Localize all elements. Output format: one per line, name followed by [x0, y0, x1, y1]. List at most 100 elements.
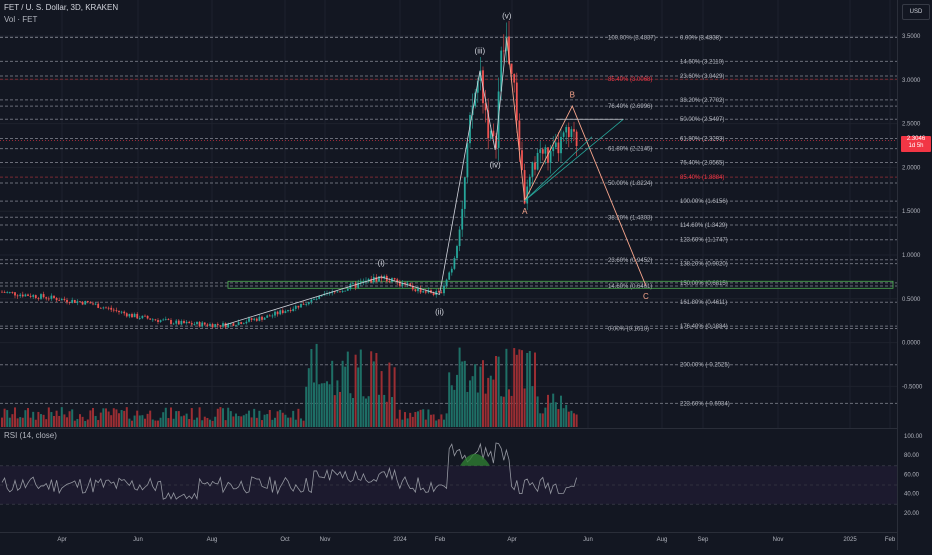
wave-label: (i)	[378, 259, 385, 268]
volume-bar	[510, 395, 513, 427]
candle-body	[60, 298, 63, 301]
price-chart[interactable]: 100.00% (3.4837) 0.00% (3.4838) 14.60% (3.…	[0, 0, 897, 428]
last-price-value: 2.3046	[906, 136, 926, 142]
candle-body	[224, 323, 227, 328]
candle-body	[305, 304, 308, 305]
volume-bar	[112, 408, 115, 427]
volume-bar	[305, 386, 308, 427]
volume-bar	[1, 417, 3, 427]
candle-body	[157, 320, 159, 322]
candle-body	[466, 143, 469, 178]
candle-body	[248, 318, 250, 322]
candle-body	[263, 317, 266, 320]
candle-body	[362, 281, 365, 282]
time-scale[interactable]: Apr Jun Aug Oct Nov 2024 Feb Apr Jun Aug Sep Nov 202…	[0, 532, 897, 550]
price-scale[interactable]: 3.5000 3.0000 2.5000 2.0000 1.5000 1.0000 0.50…	[897, 0, 932, 550]
volume-bar	[375, 353, 378, 427]
candle-body	[14, 292, 16, 296]
candle-body	[292, 308, 295, 312]
volume-bar	[294, 419, 297, 427]
candle-body	[146, 315, 149, 319]
candle-body	[534, 162, 536, 170]
candle-body	[422, 291, 425, 293]
rsi-tick-label: 60.00	[904, 472, 920, 478]
candle-body	[242, 323, 245, 325]
volume-bar	[341, 360, 344, 427]
candle-body	[315, 298, 318, 300]
candle-body	[445, 279, 448, 286]
volume-bar	[131, 420, 133, 427]
volume-bar	[53, 415, 55, 427]
volume-bar	[448, 372, 451, 427]
volume-bar	[505, 348, 508, 427]
volume-bar	[201, 420, 204, 427]
candle-body	[40, 294, 42, 299]
volume-bar	[209, 419, 211, 427]
candle-body	[167, 319, 170, 321]
volume-bar	[466, 391, 469, 427]
candle-body	[549, 151, 552, 163]
candle-body	[115, 310, 118, 312]
candle-body	[417, 288, 419, 292]
price-tick-label: -0.5000	[902, 384, 923, 390]
volume-bar	[60, 407, 63, 427]
rsi-chart[interactable]	[0, 429, 897, 533]
candle-body	[281, 310, 284, 314]
volume-bar	[372, 361, 375, 427]
candle-body	[570, 129, 573, 138]
candle-body	[50, 295, 53, 299]
candle-body	[424, 291, 427, 293]
volume-bar	[196, 417, 198, 427]
volume-bar	[203, 416, 206, 427]
volume-bar	[297, 408, 300, 427]
candle-body	[396, 279, 399, 282]
volume-bar	[567, 411, 570, 427]
candle-body	[484, 103, 487, 111]
volume-bar	[385, 401, 388, 427]
volume-bar	[29, 417, 32, 427]
volume-bar	[352, 398, 354, 427]
wave-label: (ii)	[435, 308, 444, 317]
volume-bar	[554, 402, 557, 427]
rsi-overbought-fill	[460, 453, 490, 466]
candle-body	[24, 294, 27, 297]
volume-bar	[284, 414, 287, 427]
volume-bar	[398, 409, 401, 427]
volume-bar	[263, 414, 266, 427]
volume-bar	[271, 419, 274, 427]
volume-legend[interactable]: Vol · FET	[4, 15, 38, 24]
symbol-title[interactable]: FET / U. S. Dollar, 3D, KRAKEN	[4, 3, 119, 12]
volume-bar	[544, 407, 547, 427]
candle-body	[97, 303, 100, 308]
candle-body	[528, 176, 531, 187]
volume-bar	[235, 413, 237, 427]
volume-bar	[92, 407, 94, 427]
rsi-legend[interactable]: RSI (14, close)	[4, 431, 57, 440]
rsi-tick-label: 40.00	[904, 492, 920, 498]
currency-button[interactable]: USD	[902, 4, 930, 20]
candle-body	[544, 147, 547, 154]
candle-body	[253, 318, 256, 320]
volume-bar	[370, 351, 373, 427]
candle-body	[279, 310, 282, 315]
candle-body	[575, 131, 578, 146]
time-label: 2025	[843, 537, 857, 543]
rsi-pane[interactable]: RSI (14, close)	[0, 428, 897, 532]
volume-bar	[222, 408, 224, 427]
volume-bar	[97, 420, 100, 427]
volume-bar	[443, 419, 445, 427]
volume-bar	[248, 410, 250, 427]
volume-bar	[500, 396, 503, 427]
candle-body	[84, 301, 87, 305]
volume-bar	[427, 409, 430, 427]
candle-body	[81, 301, 84, 305]
candle-body	[141, 315, 144, 319]
volume-bar	[383, 394, 386, 427]
main-chart-pane[interactable]: 100.00% (3.4837) 0.00% (3.4838) 14.60% (3.…	[0, 0, 897, 428]
volume-bar	[154, 420, 157, 427]
volume-bar	[177, 411, 180, 427]
fib-level-label: 76.40% (2.0565)	[680, 160, 724, 166]
fib-level-label: 50.00% (1.8224)	[608, 181, 652, 187]
volume-bar	[391, 397, 393, 427]
volume-bar	[346, 351, 349, 427]
